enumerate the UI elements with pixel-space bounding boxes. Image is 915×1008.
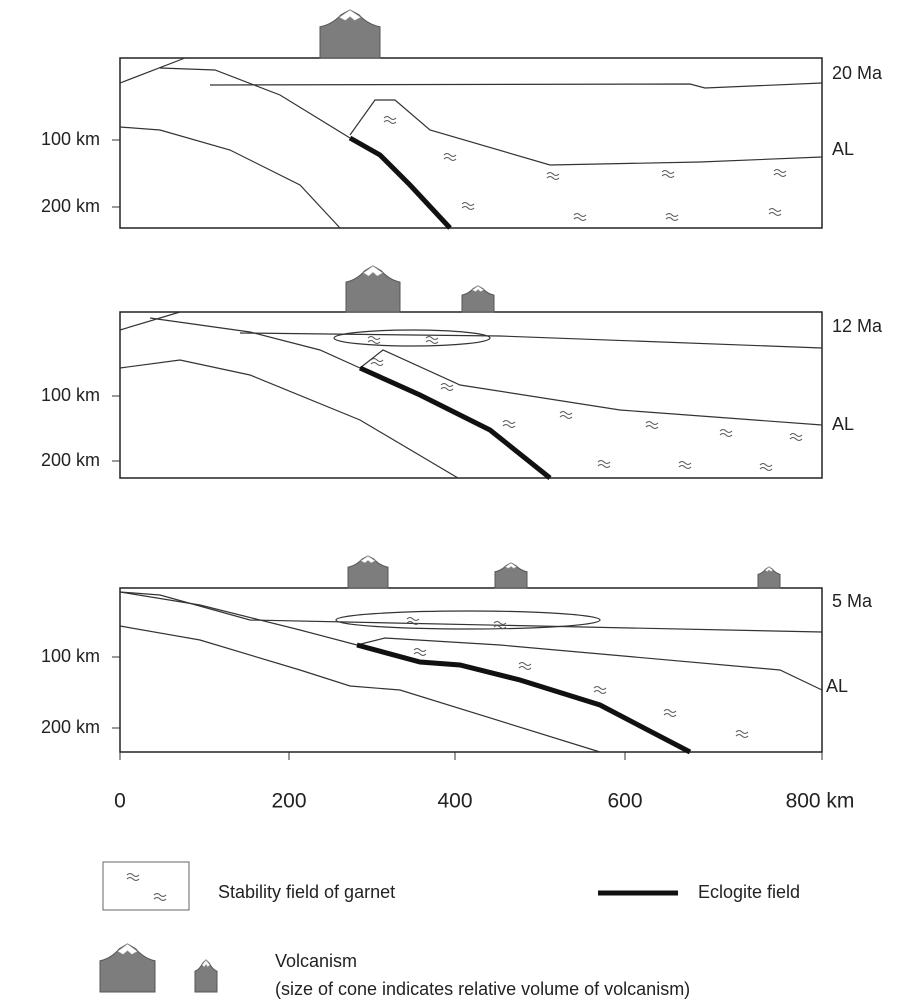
garnet-symbol <box>594 687 606 694</box>
garnet-symbol <box>371 359 383 366</box>
legend-text: Stability field of garnet <box>218 882 395 902</box>
slab-top <box>160 68 350 138</box>
x-label: 200 <box>271 790 306 813</box>
garnet-symbol <box>574 214 586 221</box>
garnet-symbol <box>790 434 802 441</box>
legend-text: (size of cone indicates relative volume … <box>275 979 690 999</box>
panel-frame <box>120 312 822 478</box>
panel-frame <box>120 58 822 228</box>
garnet-symbol <box>426 337 438 344</box>
melt-zone <box>334 330 490 346</box>
garnet-symbol <box>414 649 426 656</box>
garnet-symbol <box>769 209 781 216</box>
garnet-symbol <box>662 171 674 178</box>
age-label: 20 Ma <box>832 63 883 83</box>
age-label: 5 Ma <box>832 591 873 611</box>
age-label: 12 Ma <box>832 316 883 336</box>
garnet-symbol <box>384 117 396 124</box>
slab-bottom <box>120 127 340 228</box>
garnet-symbol <box>646 422 658 429</box>
depth-label: 200 km <box>41 717 100 737</box>
volcano <box>320 10 380 58</box>
legend-text: Eclogite field <box>698 882 800 902</box>
depth-label: 200 km <box>41 196 100 216</box>
x-label: 400 <box>437 790 472 813</box>
x-label: 800 km <box>786 790 855 813</box>
garnet-symbol <box>368 337 380 344</box>
eclogite <box>357 645 690 752</box>
garnet-symbol <box>547 173 559 180</box>
lithosphere-base <box>210 83 822 88</box>
garnet-symbol <box>679 462 691 469</box>
garnet-symbol <box>774 170 786 177</box>
lithosphere-base <box>240 333 822 348</box>
garnet-symbol <box>720 430 732 437</box>
garnet-symbol <box>664 710 676 717</box>
garnet-symbol <box>736 731 748 738</box>
figure: 20 Ma AL 100 km 200 km 12 Ma AL 100 km 2… <box>0 0 915 1008</box>
garnet-symbol <box>760 464 772 471</box>
depth-label: 100 km <box>41 385 100 405</box>
garnet-symbol <box>154 894 166 901</box>
slab-bottom <box>120 360 458 478</box>
volcano <box>100 944 155 992</box>
boundary <box>120 58 185 83</box>
garnet-symbol <box>503 421 515 428</box>
depth-label: 100 km <box>41 129 100 149</box>
depth-label: 200 km <box>41 450 100 470</box>
al-label: AL <box>832 139 854 159</box>
garnet-symbol <box>666 214 678 221</box>
garnet-symbol <box>441 384 453 391</box>
garnet-symbol <box>598 461 610 468</box>
legend-garnet-box <box>103 862 189 910</box>
eclogite <box>360 368 550 478</box>
garnet-symbol <box>519 663 531 670</box>
eclogite <box>350 138 450 228</box>
depth-label: 100 km <box>41 646 100 666</box>
garnet-field <box>360 350 822 425</box>
slab-top <box>120 592 357 645</box>
al-label: AL <box>832 414 854 434</box>
garnet-symbol <box>127 874 139 881</box>
melt-zone <box>336 611 600 629</box>
garnet-symbol <box>462 203 474 210</box>
garnet-field <box>350 100 822 165</box>
lithosphere-base <box>120 592 822 632</box>
garnet-symbol <box>560 412 572 419</box>
volcano <box>346 266 400 312</box>
legend-text: Volcanism <box>275 951 357 971</box>
x-label: 0 <box>114 790 126 813</box>
garnet-symbol <box>444 154 456 161</box>
al-label: AL <box>826 676 848 696</box>
x-label: 600 <box>607 790 642 813</box>
